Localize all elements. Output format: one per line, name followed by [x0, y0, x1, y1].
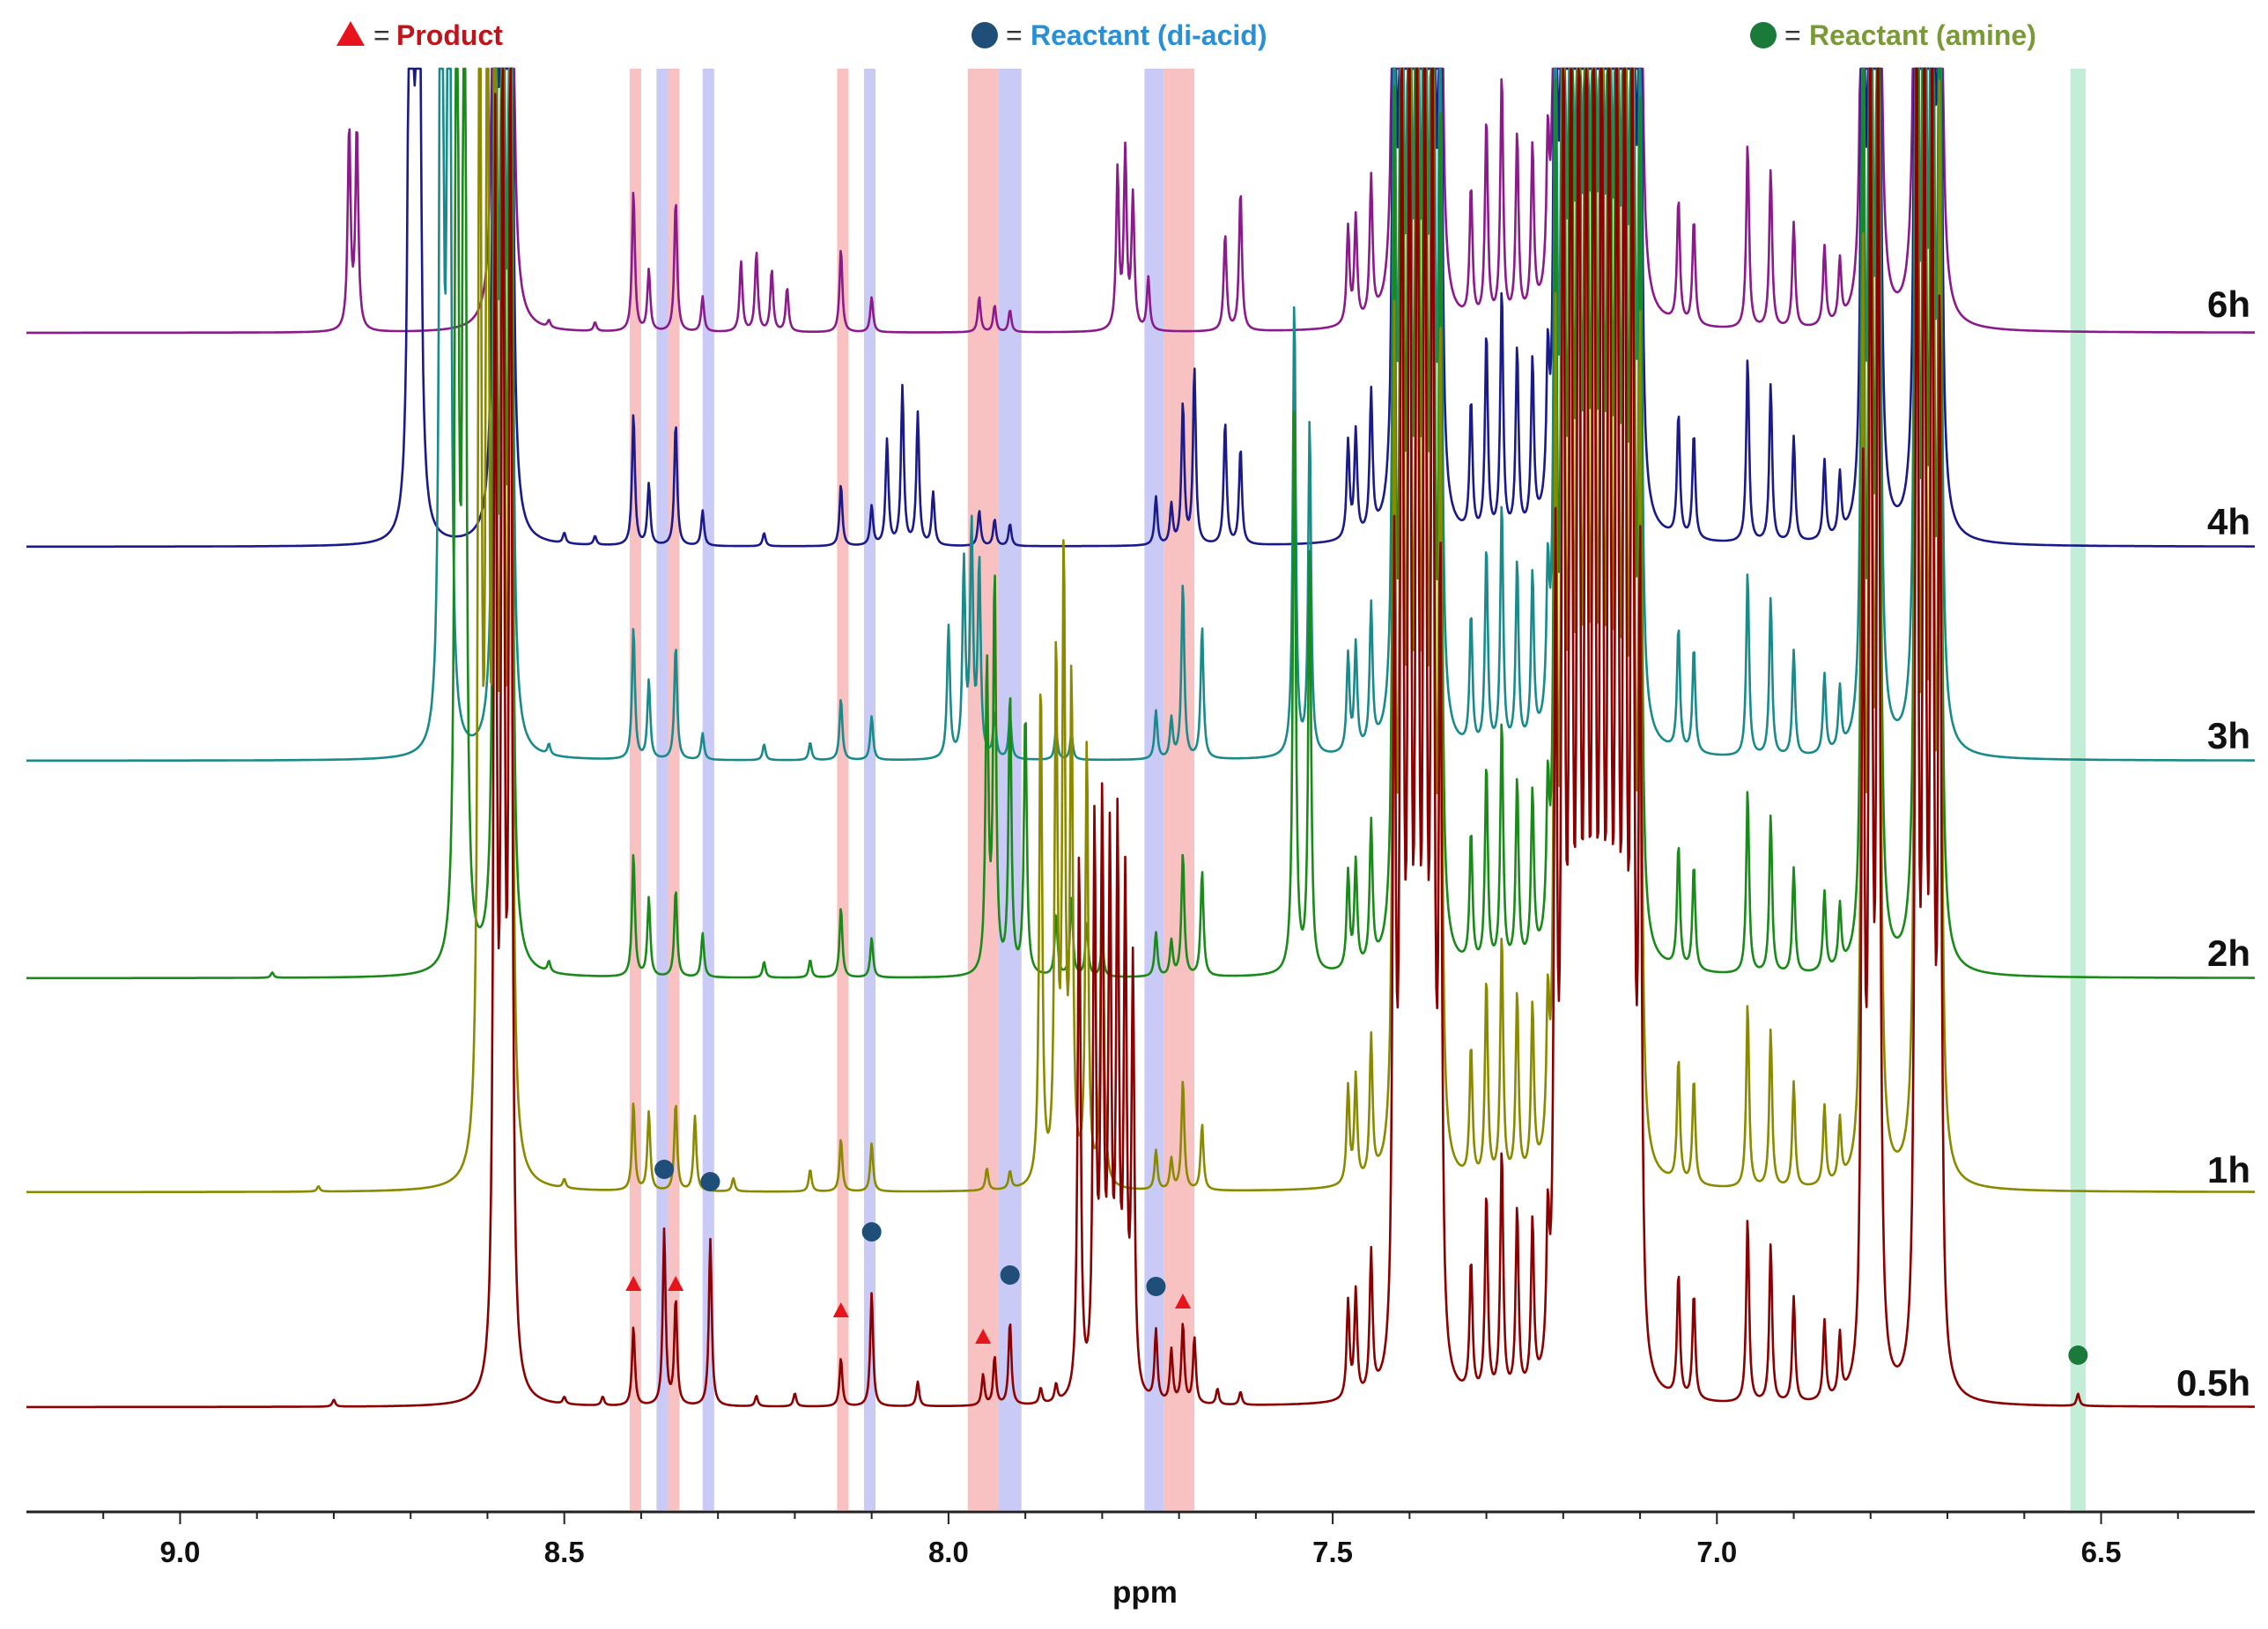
trace-labels: 6h 4h 3h 2h 1h 0.5h: [2176, 284, 2250, 1404]
legend-label-product: Product: [396, 19, 503, 51]
trace-label-4h: 4h: [2207, 501, 2250, 542]
legend-label-amine: Reactant (amine): [1809, 19, 2036, 51]
legend: = Product = Reactant (di-acid) = Reactan…: [336, 19, 2036, 51]
highlight-band-diacid-8: [1144, 69, 1164, 1510]
product-triangle-icon: [336, 21, 365, 46]
highlight-band-amine-10: [2070, 69, 2087, 1510]
spectrum-trace-0-5h: [26, 67, 2256, 1409]
legend-label-diacid: Reactant (di-acid): [1031, 19, 1267, 51]
product-marker-icon: [832, 1302, 849, 1317]
highlight-band-diacid-7: [998, 69, 1022, 1510]
x-axis-ticks: 9.0 8.5 8.0 7.5 7.0 6.5: [102, 1512, 2179, 1568]
diacid-marker-icon: [654, 1160, 675, 1179]
highlight-band-product-9: [1164, 69, 1195, 1510]
x-axis: 9.0 8.5 8.0 7.5 7.0 6.5 ppm: [26, 1510, 2255, 1610]
amine-circle-icon: [1750, 22, 1777, 48]
spectrum-trace-1h: [26, 67, 2256, 1194]
amine-marker-icon: [2068, 1345, 2088, 1365]
legend-item-amine: = Reactant (amine): [1750, 19, 2036, 51]
x-tick-label: 9.0: [160, 1536, 201, 1568]
product-marker-icon: [668, 1276, 684, 1291]
spectrum-trace-2h: [26, 67, 2256, 980]
legend-eq-diacid: =: [1006, 19, 1023, 51]
x-tick-label: 8.0: [928, 1536, 969, 1568]
trace-label-0-5h: 0.5h: [2176, 1362, 2250, 1404]
product-marker-icon: [625, 1276, 642, 1291]
legend-item-product: = Product: [336, 19, 503, 51]
diacid-marker-icon: [1000, 1265, 1020, 1285]
legend-item-diacid: = Reactant (di-acid): [971, 19, 1267, 51]
x-axis-title: ppm: [1112, 1575, 1178, 1610]
highlight-band-diacid-5: [863, 69, 876, 1510]
highlight-band-diacid-1: [656, 69, 669, 1510]
product-marker-icon: [975, 1329, 992, 1344]
diacid-marker-icon: [861, 1222, 882, 1242]
peak-markers: [625, 1160, 2088, 1365]
x-tick-label: 7.5: [1312, 1536, 1353, 1568]
spectrum-trace-4h: [26, 67, 2256, 549]
trace-label-1h: 1h: [2207, 1149, 2250, 1190]
highlight-bands: [629, 69, 2087, 1510]
trace-label-3h: 3h: [2207, 715, 2250, 756]
diacid-marker-icon: [700, 1172, 720, 1191]
legend-eq-product: =: [373, 19, 390, 51]
x-tick-label: 7.0: [1696, 1536, 1737, 1568]
diacid-marker-icon: [1146, 1277, 1166, 1296]
product-marker-icon: [1174, 1294, 1191, 1308]
trace-label-2h: 2h: [2207, 932, 2250, 974]
spectrum-trace-6h: [26, 67, 2256, 335]
diacid-circle-icon: [971, 22, 998, 48]
x-tick-label: 8.5: [544, 1536, 585, 1568]
highlight-band-product-6: [967, 69, 999, 1510]
legend-eq-amine: =: [1784, 19, 1801, 51]
trace-label-6h: 6h: [2207, 284, 2250, 325]
x-tick-label: 6.5: [2081, 1536, 2122, 1568]
spectra-traces: [26, 67, 2256, 1409]
spectrum-trace-3h: [26, 67, 2256, 763]
highlight-band-diacid-3: [702, 69, 714, 1510]
